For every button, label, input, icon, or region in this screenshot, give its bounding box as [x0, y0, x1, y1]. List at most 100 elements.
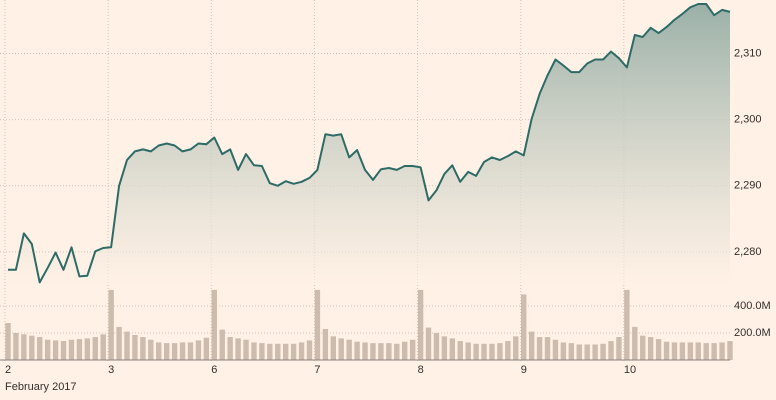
volume-bar [560, 342, 567, 360]
volume-bar [187, 342, 194, 360]
price-line [8, 3, 731, 284]
volume-bar [227, 337, 233, 360]
volume-bar [275, 343, 281, 360]
volume-bar [37, 337, 43, 360]
volume-bar [306, 340, 313, 360]
volume-bar [584, 344, 590, 360]
volume-bar [163, 343, 170, 360]
y-tick-label: 2,310 [734, 47, 762, 59]
volume-bar [251, 342, 257, 360]
volume-bar [378, 343, 384, 360]
x-tick-label: 6 [211, 364, 217, 376]
volume-bar [148, 339, 154, 360]
volume-bar [156, 342, 162, 360]
volume-bar [29, 335, 35, 360]
volume-bar [600, 343, 606, 360]
volume-bar [679, 342, 686, 360]
volume-bar [703, 343, 709, 360]
volume-bar [433, 332, 440, 360]
volume-bar [235, 338, 241, 360]
volume-bar [616, 337, 622, 360]
volume-bar [60, 341, 67, 360]
volume-bar [13, 332, 19, 360]
volume-bar [92, 337, 98, 360]
volume-bar [68, 339, 75, 360]
volume-bar [441, 336, 448, 360]
y-tick-label: 2,280 [734, 246, 762, 258]
x-tick-label: 2 [5, 364, 11, 376]
volume-bar [695, 342, 701, 360]
volume-bar [314, 289, 321, 360]
volume-bar [719, 342, 725, 360]
volume-bar [282, 343, 289, 360]
volume-bar [267, 343, 273, 360]
volume-bar [108, 289, 114, 360]
volume-bar [76, 339, 83, 360]
volume-bar [513, 336, 519, 360]
volume-bar [481, 343, 487, 360]
volume-bar [505, 341, 511, 360]
volume-bar [338, 338, 344, 360]
volume-bar [21, 334, 27, 360]
volume-bar [544, 337, 551, 360]
volume-bar [171, 343, 178, 360]
volume-bar [100, 334, 106, 360]
volume-bar [417, 289, 424, 360]
volume-bar [330, 336, 336, 360]
volume-bar [140, 337, 146, 360]
volume-bar [219, 329, 225, 360]
x-tick-label: 8 [418, 364, 424, 376]
volume-bar [640, 335, 646, 360]
volume-bar [624, 289, 630, 360]
volume-bar [195, 340, 202, 360]
volume-bar [671, 342, 678, 360]
volume-bar [576, 344, 582, 360]
volume-bar [552, 339, 559, 360]
volume-bar [655, 339, 662, 360]
volume-bar [259, 343, 265, 360]
volume-bar [592, 344, 598, 360]
volume-bar [465, 342, 471, 360]
volume-bar [497, 343, 503, 360]
volume-bar [727, 341, 733, 360]
volume-bar [370, 343, 376, 360]
x-tick-label: 10 [624, 364, 636, 376]
volume-bar [489, 343, 495, 360]
volume-bar [521, 294, 527, 360]
volume-bar [243, 339, 249, 360]
volume-bar [449, 338, 456, 360]
volume-bar [211, 289, 217, 360]
volume-bar [632, 326, 638, 360]
volume-bar [711, 343, 717, 360]
volume-bar [362, 342, 368, 360]
volume-bar [687, 342, 694, 360]
x-tick-label: 9 [521, 364, 527, 376]
area-fill [8, 4, 730, 285]
volume-bar [322, 328, 329, 360]
volume-bar [116, 326, 122, 360]
volume-bar [402, 341, 408, 360]
x-tick-label: 7 [314, 364, 320, 376]
volume-bar [179, 342, 186, 360]
volume-bar [409, 339, 416, 360]
volume-bar [84, 338, 91, 360]
volume-bar [290, 343, 297, 360]
volume-bar [608, 341, 614, 360]
volume-bar [528, 331, 535, 360]
volume-bar [568, 343, 575, 360]
volume-bar [132, 335, 138, 360]
x-axis-label: February 2017 [5, 381, 77, 393]
volume-bar [457, 341, 463, 360]
volume-bar [386, 343, 392, 360]
x-tick-label: 3 [108, 364, 114, 376]
volume-bar [425, 327, 432, 360]
volume-bar [298, 342, 305, 360]
volume-bar [647, 337, 654, 360]
volume-bar [5, 322, 11, 360]
y-tick-label: 2,300 [734, 114, 762, 126]
volume-bar [346, 339, 352, 360]
y-tick-label: 400.0M [734, 300, 771, 312]
volume-bar [52, 340, 59, 360]
volume-bar [473, 343, 479, 360]
